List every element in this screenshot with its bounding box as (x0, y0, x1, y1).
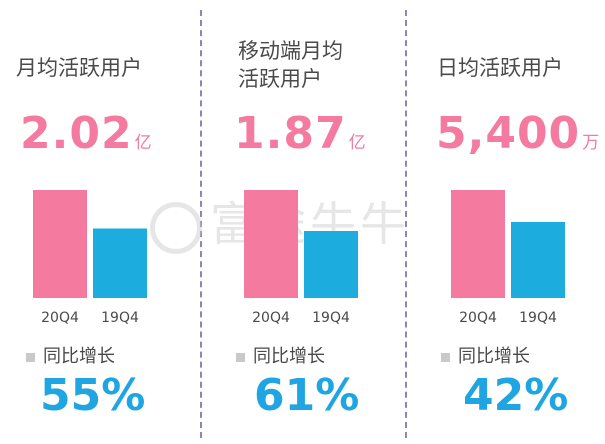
metric-value-unit: 万 (582, 133, 600, 153)
category-label: 20Q4 (252, 310, 290, 326)
growth-value: 42% (463, 370, 569, 421)
growth-label: 同比增长 (253, 346, 325, 367)
metric-value: 2.02 亿 (20, 108, 152, 159)
metric-title-line: 月均活跃用户 (16, 56, 142, 80)
metric-title-line: 活跃用户 (238, 67, 322, 91)
growth-value: 55% (40, 370, 146, 421)
bar-19Q4 (304, 231, 358, 298)
bar-20Q4 (451, 190, 505, 298)
panel-divider (200, 10, 202, 438)
metric-value-unit: 亿 (348, 133, 366, 153)
bar-20Q4 (33, 190, 87, 298)
growth-legend: 同比增长 (441, 342, 530, 368)
category-label: 19Q4 (312, 310, 350, 326)
bar-19Q4 (511, 222, 565, 298)
growth-value: 61% (254, 370, 360, 421)
metric-value-number: 5,400 (436, 108, 581, 159)
metric-title: 移动端月均 活跃用户 (238, 37, 343, 93)
category-label: 19Q4 (101, 310, 139, 326)
panel-dau: 日均活跃用户 5,400 万 20Q4 19Q4 同比增长 42% (415, 0, 605, 444)
bar-19Q4 (93, 228, 147, 298)
growth-label: 同比增长 (43, 346, 115, 367)
metric-title: 月均活跃用户 (16, 54, 142, 82)
panel-mobile-mau: 移动端月均 活跃用户 1.87 亿 20Q4 19Q4 同比增长 61% (210, 0, 405, 444)
bar-chart: 20Q4 19Q4 (451, 190, 565, 326)
metric-title: 日均活跃用户 (437, 54, 563, 82)
category-label: 19Q4 (519, 310, 557, 326)
legend-swatch-icon (236, 352, 245, 362)
legend-swatch-icon (441, 352, 450, 362)
legend-swatch-icon (26, 352, 35, 362)
metric-title-line: 移动端月均 (238, 39, 343, 63)
metric-value-number: 2.02 (20, 108, 133, 159)
metric-title-line: 日均活跃用户 (437, 56, 563, 80)
panel-mau: 月均活跃用户 2.02 亿 20Q4 19Q4 同比增长 55% (0, 0, 200, 444)
bar-20Q4 (244, 190, 298, 298)
growth-legend: 同比增长 (236, 342, 325, 368)
growth-label: 同比增长 (458, 346, 530, 367)
metric-value-unit: 亿 (134, 133, 152, 153)
growth-legend: 同比增长 (26, 342, 115, 368)
metric-value: 1.87 亿 (234, 108, 366, 159)
bar-chart: 20Q4 19Q4 (33, 190, 147, 326)
panel-divider (405, 10, 407, 438)
metric-value: 5,400 万 (436, 108, 599, 159)
metric-value-number: 1.87 (234, 108, 347, 159)
category-label: 20Q4 (41, 310, 79, 326)
category-label: 20Q4 (459, 310, 497, 326)
bar-chart: 20Q4 19Q4 (244, 190, 358, 326)
